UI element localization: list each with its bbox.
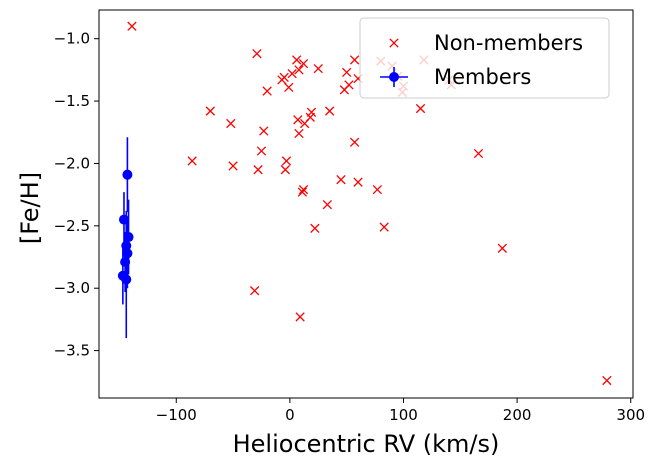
- non-member-point: [252, 49, 262, 59]
- non-member-point: [277, 75, 287, 85]
- non-member-point: [284, 82, 294, 93]
- non-member-point: [293, 115, 303, 125]
- non-member-point: [228, 161, 238, 171]
- non-member-point: [262, 86, 272, 96]
- non-member-point: [298, 184, 309, 195]
- non-member-point: [295, 312, 305, 322]
- member-point: [121, 274, 132, 285]
- legend-box: [359, 17, 610, 99]
- non-member-point: [297, 187, 308, 197]
- member-point: [118, 214, 129, 225]
- non-member-point: [349, 137, 360, 147]
- axes-frame: [98, 9, 634, 399]
- x-tick-label: −100: [156, 406, 197, 424]
- member-point: [121, 240, 132, 251]
- non-member-point: [322, 199, 333, 210]
- non-member-point: [205, 106, 216, 116]
- non-member-point: [497, 243, 507, 253]
- non-member-point: [306, 107, 317, 117]
- non-member-point: [292, 55, 302, 65]
- non-member-point: [342, 67, 352, 78]
- non-member-point: [294, 65, 304, 75]
- non-member-point: [372, 184, 383, 195]
- x-axis-label: Heliocentric RV (km/s): [233, 430, 500, 458]
- y-tick-label: −2.5: [54, 217, 90, 235]
- non-member-point: [127, 21, 137, 31]
- member-point: [122, 248, 133, 259]
- member-point: [123, 232, 134, 243]
- legend-members-label: Members: [434, 65, 531, 89]
- non-member-point: [310, 223, 320, 233]
- non-member-point: [324, 106, 335, 116]
- non-member-point: [259, 126, 269, 136]
- y-tick-label: −2.0: [54, 154, 90, 172]
- non-member-point: [339, 85, 350, 95]
- non-member-point: [336, 175, 346, 185]
- non-member-point: [379, 222, 389, 232]
- non-member-point: [294, 128, 304, 139]
- non-member-point: [353, 177, 363, 187]
- non-member-point: [187, 156, 197, 166]
- y-tick-label: −3.0: [54, 279, 90, 297]
- member-point: [120, 257, 131, 268]
- non-member-point: [253, 165, 263, 175]
- non-member-point: [226, 118, 236, 129]
- y-tick-label: −1.5: [54, 92, 90, 110]
- x-tick-label: 100: [389, 406, 418, 424]
- x-tick-label: 0: [285, 406, 295, 424]
- legend-non-members-label: Non-members: [434, 31, 583, 55]
- non-member-point: [281, 156, 292, 166]
- axes: −100 0 100 200 300 −1.0 −1.5 −2.0 −2.5 −3.0 −3.5: [54, 9, 645, 424]
- non-member-point: [349, 55, 360, 65]
- x-tick-label: 200: [503, 406, 532, 424]
- non-member-point: [280, 165, 290, 175]
- y-tick-label: −3.5: [54, 342, 90, 360]
- y-tick-label: −1.0: [54, 30, 90, 48]
- member-point: [122, 169, 133, 180]
- non-member-point: [249, 286, 260, 296]
- non-member-point: [256, 146, 267, 156]
- non-member-point: [298, 58, 309, 69]
- y-axis-label: [Fe/H]: [16, 172, 44, 244]
- non-member-point: [415, 103, 426, 114]
- x-tick-label: 300: [616, 406, 645, 424]
- non-member-point: [287, 68, 297, 79]
- non-member-point: [313, 63, 323, 74]
- legend-non-members-marker: [389, 38, 399, 48]
- legend: Non-members Members: [359, 17, 610, 99]
- non-member-point: [602, 375, 612, 386]
- non-member-point: [473, 148, 484, 159]
- legend-members-marker: [389, 72, 399, 82]
